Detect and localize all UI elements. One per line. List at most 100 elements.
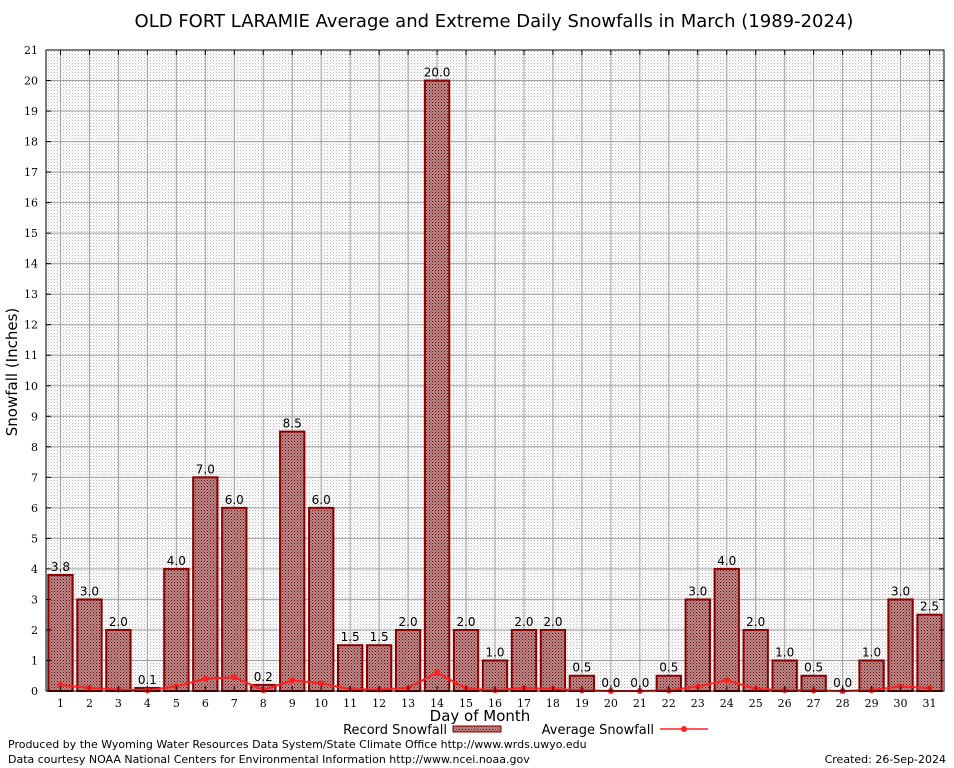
data-label-day-13: 2.0: [399, 615, 418, 629]
y-tick-label: 8: [31, 441, 38, 454]
data-label-day-31: 2.5: [920, 600, 939, 614]
data-label-day-24: 4.0: [717, 554, 736, 568]
data-label-day-8: 0.2: [254, 670, 273, 684]
y-tick-label: 7: [31, 471, 38, 484]
bar-record-day-18: [539, 628, 567, 693]
data-label-day-25: 2.0: [746, 615, 765, 629]
y-tick-label: 6: [31, 502, 38, 515]
average-point-day-10: [318, 680, 325, 687]
x-tick-label: 30: [894, 697, 908, 710]
bar-record-day-1: [47, 574, 74, 692]
data-label-day-7: 6.0: [225, 493, 244, 507]
footer-data-source: Data courtesy NOAA National Centers for …: [8, 753, 530, 766]
bar-record-day-5: [163, 567, 190, 693]
bar-record-day-25: [742, 628, 769, 693]
footer-created-date: Created: 26-Sep-2024: [825, 753, 946, 766]
y-tick-label: 3: [31, 593, 38, 606]
x-tick-label: 18: [546, 697, 560, 710]
data-label-day-15: 2.0: [456, 615, 475, 629]
bar-record-day-16: [481, 659, 509, 693]
data-labels: 3.8 3.0 2.0 0.1 4.0 7.0 6.0 0.2 8.5 6.0 1.5 1.5 2.0 2…: [51, 66, 939, 690]
x-tick-label: 21: [633, 697, 647, 710]
x-tick-label: 20: [604, 697, 618, 710]
y-tick-label: 10: [24, 380, 38, 393]
x-tick-label: 28: [836, 697, 850, 710]
x-tick-label: 19: [575, 697, 589, 710]
data-label-day-2: 3.0: [80, 584, 99, 598]
x-axis-ticks: 1 2 3 4 5 6 7 8 9 10 11 12 13 14 15 16 17 18 19 20 21 22 23 24 2…: [57, 50, 937, 710]
data-label-day-21: 0.0: [630, 676, 649, 690]
data-label-day-1: 3.8: [51, 560, 70, 574]
y-tick-label: 11: [24, 349, 38, 362]
x-tick-label: 12: [372, 697, 386, 710]
y-tick-label: 9: [31, 410, 38, 423]
legend-record-swatch: [452, 725, 502, 733]
x-axis-label: Day of Month: [430, 707, 531, 725]
y-tick-label: 21: [24, 44, 38, 57]
data-label-day-4: 0.1: [138, 673, 157, 687]
average-point-day-6: [202, 675, 209, 682]
y-tick-label: 20: [24, 75, 38, 88]
y-axis-label: Snowfall (Inches): [3, 308, 21, 436]
x-tick-label: 14: [430, 697, 444, 710]
x-tick-label: 17: [517, 697, 531, 710]
y-tick-label: 2: [31, 624, 38, 637]
average-point-day-24: [723, 677, 730, 684]
bar-record-day-7: [221, 506, 248, 692]
data-label-day-20: 0.0: [601, 676, 620, 690]
bar-record-day-15: [452, 628, 480, 693]
data-label-day-16: 1.0: [485, 645, 504, 659]
x-tick-label: 11: [343, 697, 357, 710]
data-label-day-29: 1.0: [862, 645, 881, 659]
bar-record-day-31: [916, 613, 943, 693]
x-tick-label: 25: [749, 697, 763, 710]
y-tick-label: 15: [24, 227, 38, 240]
bar-record-day-23: [684, 598, 711, 693]
legend-average-marker: [681, 726, 687, 732]
data-label-day-3: 2.0: [109, 615, 128, 629]
bar-record-day-24: [713, 567, 740, 693]
data-label-day-22: 0.5: [659, 661, 678, 675]
data-label-day-17: 2.0: [514, 615, 533, 629]
x-tick-label: 9: [289, 697, 296, 710]
average-point-day-9: [289, 677, 296, 684]
data-label-day-12: 1.5: [370, 630, 389, 644]
bar-record-day-9: [279, 430, 306, 692]
bar-record-day-6: [192, 476, 219, 693]
x-tick-label: 13: [401, 697, 415, 710]
average-point-day-14: [434, 669, 441, 676]
y-tick-label: 18: [24, 136, 38, 149]
data-label-day-6: 7.0: [196, 462, 215, 476]
data-label-day-19: 0.5: [572, 661, 591, 675]
data-label-day-14: 20.0: [424, 66, 451, 80]
average-point-day-7: [231, 674, 238, 681]
y-tick-label: 14: [24, 258, 38, 271]
data-label-day-28: 0.0: [833, 676, 852, 690]
x-tick-label: 15: [459, 697, 473, 710]
bar-record-day-17: [510, 628, 538, 693]
plot-frame: [45, 49, 945, 692]
y-tick-label: 1: [31, 654, 38, 667]
bar-record-day-2: [76, 598, 103, 693]
y-tick-label: 13: [24, 288, 38, 301]
x-tick-label: 16: [488, 697, 502, 710]
y-tick-label: 5: [31, 532, 38, 545]
bar-record-day-29: [858, 659, 885, 693]
x-tick-label: 7: [231, 697, 238, 710]
x-tick-label: 24: [720, 697, 734, 710]
average-point-day-1: [57, 681, 64, 688]
data-label-day-30: 3.0: [891, 584, 910, 598]
y-tick-label: 19: [24, 105, 38, 118]
data-label-day-10: 6.0: [312, 493, 331, 507]
data-label-day-5: 4.0: [167, 554, 186, 568]
x-tick-label: 5: [173, 697, 180, 710]
y-tick-label: 12: [24, 319, 38, 332]
x-tick-label: 31: [923, 697, 937, 710]
x-tick-label: 3: [115, 697, 122, 710]
bar-record-day-30: [887, 598, 914, 693]
x-tick-label: 23: [691, 697, 705, 710]
footer-producer: Produced by the Wyoming Water Resources …: [8, 738, 587, 751]
legend-average-label: Average Snowfall: [542, 723, 654, 738]
